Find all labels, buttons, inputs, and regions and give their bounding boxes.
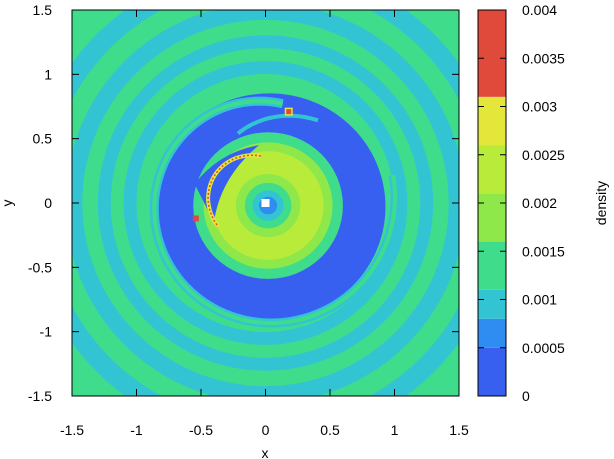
x-tick-label: 0.5 (320, 422, 340, 438)
y-tick-label: 1 (44, 66, 52, 82)
colorbar-level (478, 318, 506, 348)
colorbar-tick-label: 0 (522, 388, 530, 404)
x-axis: -1.5 -1 -0.5 0 0.5 1 1.5 (60, 10, 469, 438)
colorbar-level (478, 347, 506, 396)
y-axis: 1.5 1 0.5 0 -0.5 -1 -1.5 (28, 2, 459, 404)
colorbar-level (478, 145, 506, 194)
density-map (72, 10, 459, 396)
colorbar: 0.004 0.0035 0.003 0.0025 0.002 0.0015 0.001 0.… (477, 2, 565, 404)
colorbar-level (478, 193, 506, 242)
y-axis-label: y (0, 200, 15, 207)
central-star (261, 199, 270, 207)
x-tick-label: -1 (130, 422, 143, 438)
colorbar-tick-label: 0.004 (522, 2, 557, 18)
companion-streamer (236, 113, 319, 136)
y-tick-label: 0.5 (33, 131, 53, 147)
y-tick-label: 1.5 (33, 2, 53, 18)
colorbar-tick-label: 0.0005 (522, 340, 565, 356)
x-tick-label: 0 (262, 422, 270, 438)
colorbar-label: density (593, 181, 609, 225)
spiral-arm-core (152, 99, 398, 325)
colorbar-tick-label: 0.0035 (522, 50, 565, 66)
x-axis-label: x (262, 445, 269, 459)
hot-spot (192, 215, 199, 222)
y-tick-label: -1 (40, 324, 53, 340)
y-tick-label: -0.5 (28, 259, 52, 275)
x-tick-label: 1.5 (449, 422, 469, 438)
x-tick-label: -0.5 (189, 422, 213, 438)
colorbar-level (478, 241, 506, 290)
colorbar-level (478, 96, 506, 146)
colorbar-tick-label: 0.0025 (522, 147, 565, 163)
colorbar-level (478, 10, 506, 97)
x-tick-label: 1 (391, 422, 399, 438)
colorbar-tick-label: 0.003 (522, 99, 557, 115)
colorbar-level (478, 289, 506, 319)
companion-peak (286, 109, 292, 115)
shock-front-peak (207, 154, 262, 227)
density-gap-tongue (194, 145, 260, 223)
colorbar-tick-label: 0.0015 (522, 243, 565, 259)
y-tick-label: 0 (44, 195, 52, 211)
y-tick-label: -1.5 (28, 388, 52, 404)
x-tick-label: -1.5 (60, 422, 84, 438)
colorbar-tick-label: 0.002 (522, 195, 557, 211)
colorbar-tick-label: 0.001 (522, 292, 557, 308)
